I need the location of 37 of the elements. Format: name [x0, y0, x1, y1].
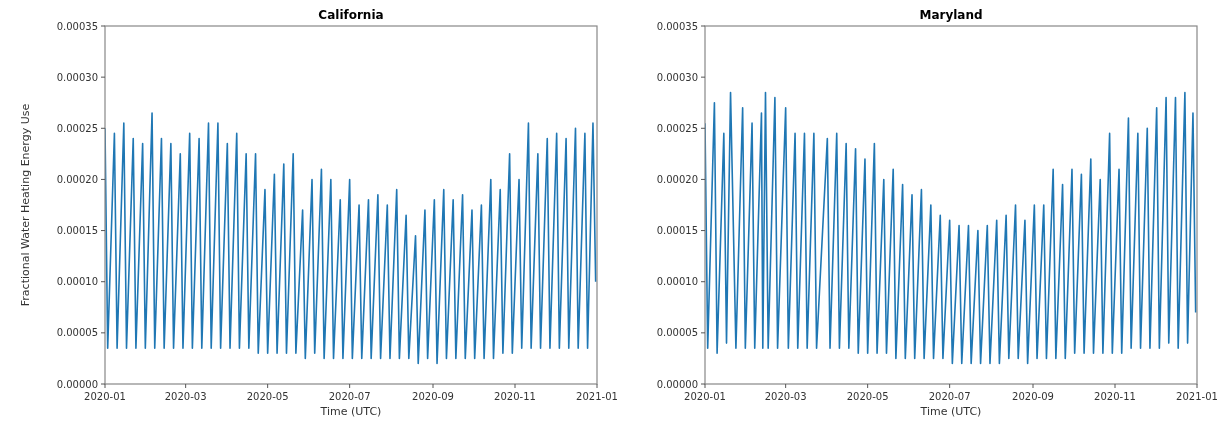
x-tick-label: 2020-09: [412, 391, 454, 402]
x-axis-title: Time (UTC): [319, 405, 382, 418]
chart-title: California: [318, 8, 384, 22]
y-tick-label: 0.00020: [56, 173, 98, 185]
y-tick-label: 0.00015: [56, 225, 98, 237]
y-tick-label: 0.00020: [656, 173, 698, 185]
x-tick-label: 2020-03: [764, 391, 807, 402]
line-series: [105, 112, 597, 365]
chart-title: Maryland: [919, 8, 983, 22]
x-axis-title: Time (UTC): [919, 405, 982, 418]
y-tick-label: 0.00035: [56, 20, 98, 32]
x-tick-label: 2020-07: [328, 391, 371, 402]
y-tick-label: 0.00000: [656, 378, 698, 390]
x-tick-label: 2020-09: [1012, 391, 1054, 402]
x-tick-label: 2020-05: [246, 391, 289, 402]
y-tick-label: 0.00030: [56, 71, 98, 83]
y-tick-label: 0.00005: [656, 327, 698, 339]
x-tick-label: 2020-01: [684, 391, 726, 402]
x-tick-label: 2020-07: [928, 391, 971, 402]
line-series: [705, 91, 1197, 365]
y-tick-label: 0.00005: [56, 327, 98, 339]
x-tick-label: 2020-11: [1094, 391, 1136, 402]
y-tick-label: 0.00010: [56, 276, 98, 288]
y-tick-label: 0.00025: [56, 122, 98, 134]
x-tick-label: 2021-01: [1176, 391, 1218, 402]
y-axis-title: Fractional Water Heating Energy Use: [19, 103, 32, 307]
y-tick-label: 0.00000: [56, 378, 98, 390]
x-tick-label: 2020-01: [84, 391, 126, 402]
y-tick-label: 0.00015: [656, 225, 698, 237]
x-tick-label: 2020-03: [164, 391, 207, 402]
x-tick-label: 2021-01: [576, 391, 618, 402]
y-tick-label: 0.00025: [656, 122, 698, 134]
x-tick-label: 2020-11: [494, 391, 536, 402]
y-tick-label: 0.00035: [656, 20, 698, 32]
x-tick-label: 2020-05: [846, 391, 889, 402]
y-tick-label: 0.00030: [656, 71, 698, 83]
y-tick-label: 0.00010: [656, 276, 698, 288]
